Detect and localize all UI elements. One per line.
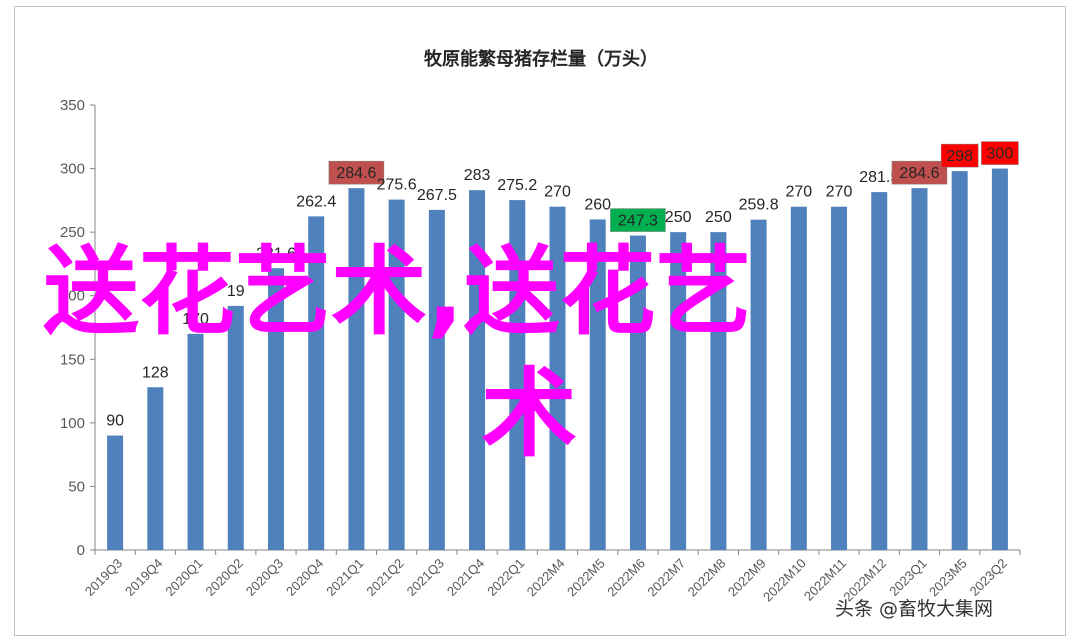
data-label: 250 <box>665 209 692 226</box>
bar <box>790 206 807 550</box>
bar <box>629 235 646 550</box>
bar <box>348 188 365 550</box>
data-label: 267.5 <box>417 187 457 204</box>
y-tick-label: 350 <box>60 97 85 114</box>
bars <box>107 168 1008 551</box>
x-tick-label: 2019Q3 <box>82 556 125 599</box>
bar <box>589 219 606 550</box>
data-label: 283 <box>464 167 491 184</box>
bar <box>951 171 968 550</box>
data-label: 221.6 <box>256 245 296 262</box>
data-label-box <box>940 143 979 168</box>
y-tick-label: 150 <box>60 351 85 368</box>
x-tick-label: 2021Q3 <box>404 556 447 599</box>
watermark-text: 头条 @畜牧大集网 <box>835 598 993 620</box>
overlay-text-line2: 术 <box>481 358 577 470</box>
data-label: 275.2 <box>497 177 537 194</box>
bar <box>147 387 164 550</box>
x-tick-label: 2022M5 <box>564 556 608 600</box>
data-label: 90 <box>106 413 124 430</box>
bar <box>187 333 204 550</box>
x-tick-label: 2022Q1 <box>484 556 527 599</box>
x-tick-label: 2022M6 <box>604 556 648 600</box>
overlay-text-group: 送花艺术,送花艺 术 <box>43 236 751 470</box>
bar <box>428 209 445 550</box>
data-label: 259.8 <box>739 197 779 214</box>
bar <box>227 305 244 550</box>
chart-svg: 牧原能繁母猪存栏量（万头） 0 50 100 150 200 250 300 350 90 12… <box>43 48 1021 620</box>
bar <box>670 232 687 550</box>
data-label: 270 <box>826 184 853 201</box>
y-tick-label: 200 <box>60 288 85 305</box>
x-tick-label: 2023Q1 <box>886 556 929 599</box>
data-label: 270 <box>785 184 812 201</box>
bar <box>831 206 848 550</box>
x-tick-label: 2023Q2 <box>967 556 1010 599</box>
bar <box>267 268 284 550</box>
x-tick-label: 2022M7 <box>644 556 688 600</box>
data-label: 300 <box>987 146 1014 163</box>
data-label-box <box>891 160 948 185</box>
data-label: 128 <box>142 364 169 381</box>
x-tick-label: 2020Q3 <box>243 556 286 599</box>
x-tick-label: 2022M4 <box>524 556 568 600</box>
bar <box>107 435 124 550</box>
data-label: 262.4 <box>296 193 336 210</box>
data-labels: 9012817019221.6262.4284.6275.6267.528327… <box>106 141 1019 430</box>
y-tick-label: 0 <box>77 542 85 559</box>
bar <box>710 232 727 550</box>
x-tick-label: 2022M8 <box>685 556 729 600</box>
data-label: 281.5 <box>859 169 899 186</box>
data-label-box <box>610 208 666 232</box>
data-label: 270 <box>544 184 571 201</box>
data-label: 170 <box>182 311 209 328</box>
bar <box>750 219 767 550</box>
x-tick-label: 2020Q4 <box>283 556 326 599</box>
y-tick-label: 300 <box>60 161 85 178</box>
bar <box>871 192 888 551</box>
data-label: 250 <box>705 209 732 226</box>
data-label: 260 <box>584 196 611 213</box>
bar <box>549 206 566 550</box>
data-label: 284.6 <box>336 165 376 182</box>
bar <box>308 216 325 550</box>
bar <box>509 200 526 551</box>
x-tick-label: 2023M5 <box>926 556 970 600</box>
x-tick-label: 2020Q1 <box>162 556 205 599</box>
data-label: 298 <box>946 148 973 165</box>
bar <box>991 168 1008 551</box>
data-label: 19 <box>227 283 245 300</box>
chart-frame: 牧原能繁母猪存栏量（万头） 0 50 100 150 200 250 300 350 90 12… <box>14 6 1066 636</box>
x-tick-label: 2021Q2 <box>363 556 406 599</box>
overlay-text-line1: 送花艺术,送花艺 <box>43 236 751 348</box>
x-tick-label: 2022M10 <box>760 556 809 605</box>
y-tick-labels: 0 50 100 150 200 250 300 350 <box>60 97 85 559</box>
data-label-box <box>328 160 385 185</box>
chart-title: 牧原能繁母猪存栏量（万头） <box>424 48 658 70</box>
data-label-box <box>981 141 1019 165</box>
x-tick-label: 2020Q2 <box>203 556 246 599</box>
x-tick-label: 2021Q1 <box>323 556 366 599</box>
x-tick-label: 2019Q4 <box>122 556 165 599</box>
x-tick-label: 2021Q4 <box>444 556 487 599</box>
bar <box>911 188 928 550</box>
data-label: 247.3 <box>618 213 658 230</box>
data-label: 284.6 <box>899 165 939 182</box>
data-label: 275.6 <box>377 177 417 194</box>
bar <box>388 199 405 550</box>
bar <box>469 190 486 550</box>
y-tick-label: 100 <box>60 415 85 432</box>
y-tick-label: 250 <box>60 224 85 241</box>
y-tick-label: 50 <box>68 478 85 495</box>
